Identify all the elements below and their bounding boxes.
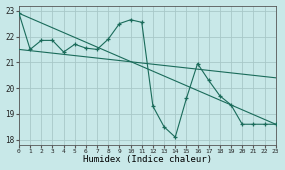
X-axis label: Humidex (Indice chaleur): Humidex (Indice chaleur) bbox=[83, 155, 212, 164]
